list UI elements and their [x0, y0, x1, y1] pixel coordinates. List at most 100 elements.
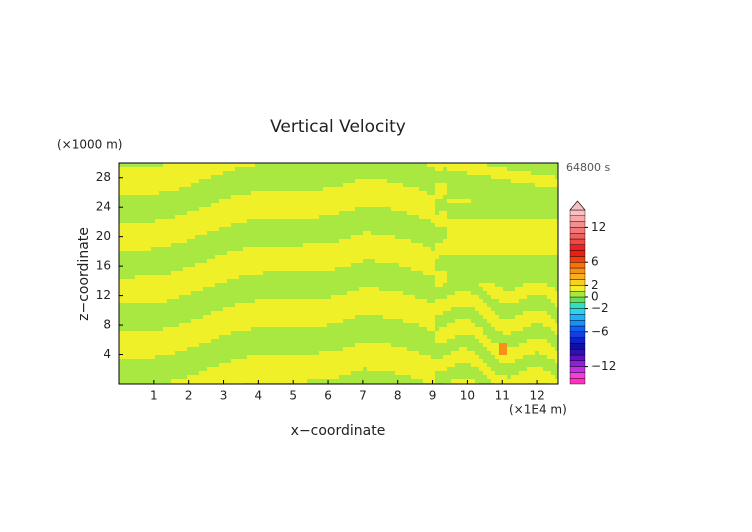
field-cell: [215, 243, 219, 247]
field-cell: [491, 183, 495, 187]
field-cell: [375, 319, 379, 323]
field-cell: [315, 283, 319, 287]
field-cell: [259, 339, 263, 343]
field-cell: [331, 335, 335, 339]
field-cell: [119, 319, 123, 323]
field-cell: [123, 319, 127, 323]
field-cell: [547, 191, 551, 195]
field-cell: [219, 247, 223, 251]
field-cell: [355, 171, 359, 175]
field-cell: [467, 367, 471, 371]
field-cell: [171, 251, 175, 255]
field-cell: [263, 243, 267, 247]
field-cell: [163, 375, 167, 379]
field-cell: [307, 379, 311, 383]
field-cell: [387, 207, 391, 211]
field-cell: [279, 291, 283, 295]
field-cell: [359, 215, 363, 219]
field-cell: [211, 351, 215, 355]
field-cell: [195, 195, 199, 199]
field-cell: [299, 287, 303, 291]
field-cell: [147, 371, 151, 375]
field-cell: [131, 303, 135, 307]
field-cell: [227, 247, 231, 251]
field-cell: [423, 295, 427, 299]
field-cell: [411, 331, 415, 335]
field-cell: [435, 287, 439, 291]
field-cell: [291, 187, 295, 191]
field-cell: [247, 243, 251, 247]
field-cell: [531, 271, 535, 275]
field-cell: [143, 359, 147, 363]
field-cell: [427, 295, 431, 299]
field-cell: [199, 303, 203, 307]
field-cell: [211, 343, 215, 347]
field-cell: [303, 295, 307, 299]
field-cell: [439, 227, 443, 231]
field-cell: [551, 279, 555, 283]
field-cell: [523, 335, 527, 339]
field-cell: [263, 351, 267, 355]
field-cell: [435, 315, 439, 319]
colorbar-box: [569, 279, 586, 286]
field-cell: [199, 343, 203, 347]
field-cell: [283, 163, 287, 167]
field-cell: [471, 175, 475, 179]
field-cell: [247, 339, 251, 343]
field-cell: [183, 311, 187, 315]
field-cell: [431, 339, 435, 343]
field-cell: [479, 175, 483, 179]
field-cell: [379, 215, 383, 219]
field-cell: [499, 371, 503, 375]
field-cell: [363, 335, 367, 339]
field-cell: [251, 275, 255, 279]
field-cell: [351, 319, 355, 323]
field-cell: [235, 247, 239, 251]
field-cell: [231, 287, 235, 291]
field-cell: [283, 219, 287, 223]
field-cell: [555, 267, 558, 271]
field-cell: [151, 195, 155, 199]
field-cell: [423, 291, 427, 295]
field-cell: [531, 211, 535, 215]
field-cell: [511, 275, 515, 279]
field-cell: [495, 275, 499, 279]
field-cell: [243, 279, 247, 283]
field-cell: [555, 283, 558, 287]
field-cell: [483, 299, 487, 303]
field-cell: [171, 371, 175, 375]
field-cell: [391, 163, 395, 167]
field-cell: [555, 367, 558, 371]
field-cell: [139, 219, 143, 223]
field-cell: [203, 239, 207, 243]
field-cell: [379, 227, 383, 231]
field-cell: [147, 219, 151, 223]
field-cell: [423, 167, 427, 171]
field-cell: [411, 171, 415, 175]
field-cell: [395, 163, 399, 167]
field-cell: [427, 191, 431, 195]
field-cell: [299, 239, 303, 243]
field-cell: [247, 235, 251, 239]
field-cell: [383, 175, 387, 179]
field-cell: [343, 227, 347, 231]
field-cell: [511, 343, 515, 347]
field-cell: [291, 343, 295, 347]
field-cell: [135, 363, 139, 367]
field-cell: [231, 179, 235, 183]
field-cell: [327, 323, 331, 327]
field-cell: [499, 199, 503, 203]
field-cell: [407, 231, 411, 235]
field-cell: [439, 207, 443, 211]
field-cell: [403, 167, 407, 171]
field-cell: [443, 195, 447, 199]
field-cell: [299, 295, 303, 299]
field-cell: [551, 267, 555, 271]
field-cell: [299, 227, 303, 231]
field-cell: [411, 291, 415, 295]
field-cell: [139, 375, 143, 379]
field-cell: [331, 167, 335, 171]
field-cell: [403, 267, 407, 271]
field-cell: [519, 255, 523, 259]
field-cell: [211, 175, 215, 179]
